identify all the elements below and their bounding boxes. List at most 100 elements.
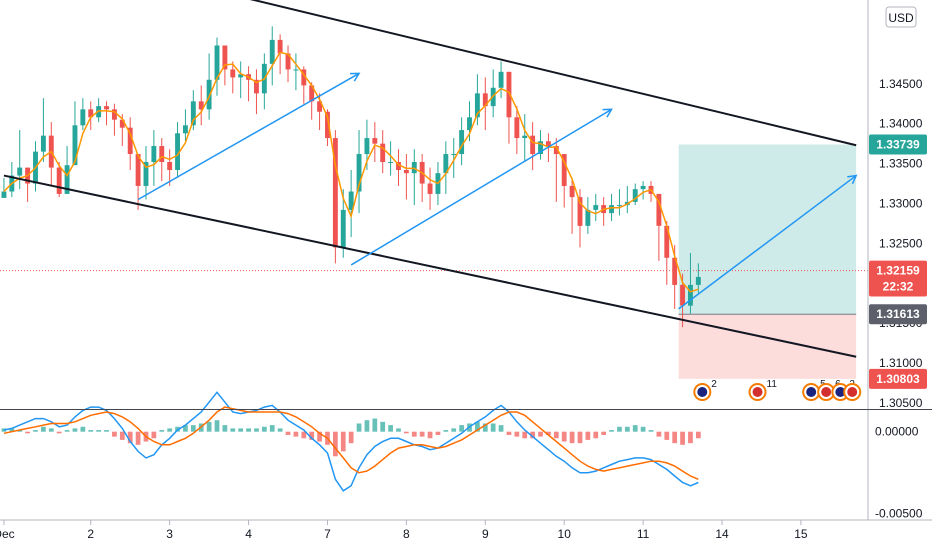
candle xyxy=(688,252,693,314)
candle-body xyxy=(372,138,378,144)
candle-body xyxy=(88,109,94,118)
candle xyxy=(261,53,267,110)
candle xyxy=(514,106,520,155)
us-flag-icon xyxy=(847,387,858,397)
candle xyxy=(388,141,394,176)
candle-body xyxy=(325,111,330,139)
candle-body xyxy=(80,109,86,126)
candle-body xyxy=(664,225,670,258)
macd-histogram-bar xyxy=(72,428,78,432)
candle-body xyxy=(198,101,204,110)
candle xyxy=(238,61,244,99)
channel-lower-line[interactable] xyxy=(3,174,857,358)
candle-body xyxy=(17,167,23,176)
macd-histogram-bar xyxy=(380,421,386,432)
trend-arrow[interactable] xyxy=(137,72,361,201)
macd-histogram-bar xyxy=(656,431,662,437)
macd-histogram-bar xyxy=(104,430,109,432)
candle-body xyxy=(214,45,220,80)
trend-arrow[interactable] xyxy=(350,108,613,266)
candle-body xyxy=(356,154,362,192)
macd-histogram-bar xyxy=(419,431,425,437)
macd-histogram-bar xyxy=(167,428,173,432)
candle xyxy=(135,154,141,210)
candle-body xyxy=(411,162,417,174)
price-badge: 1.30803 xyxy=(869,368,927,389)
currency-button[interactable]: USD xyxy=(885,6,917,28)
candle-body xyxy=(632,189,638,202)
macd-histogram-bar xyxy=(9,428,15,432)
macd-histogram-bar xyxy=(127,431,133,444)
price-badge-box xyxy=(869,276,927,297)
candle xyxy=(640,181,646,200)
economic-event-flag[interactable]: 2 xyxy=(693,379,717,401)
candle xyxy=(498,61,504,99)
candle-body xyxy=(135,154,141,186)
price-axis-tick: 1.32500 xyxy=(879,236,923,250)
candle-body xyxy=(56,167,62,194)
candle xyxy=(530,122,536,170)
macd-histogram-bar xyxy=(190,425,196,432)
macd-histogram-bar xyxy=(546,431,551,435)
candle xyxy=(80,98,86,131)
candle xyxy=(506,71,512,144)
macd-histogram-bar xyxy=(475,421,480,432)
economic-event-flag[interactable] xyxy=(843,383,862,401)
candle-body xyxy=(569,185,575,198)
macd-pane xyxy=(1,391,701,492)
macd-histogram-bar xyxy=(230,428,236,432)
price-badge-box xyxy=(869,304,927,325)
us-flag-icon xyxy=(752,387,763,397)
candle xyxy=(332,130,338,264)
candle-body xyxy=(111,109,117,120)
candle-body xyxy=(396,162,401,170)
candle xyxy=(277,34,283,75)
uk-flag-icon xyxy=(835,387,846,397)
trend-arrow[interactable] xyxy=(678,174,858,310)
macd-histogram-bar xyxy=(411,431,417,437)
trend-arrow-head xyxy=(350,72,361,82)
candle xyxy=(601,197,607,226)
trend-arrow-head xyxy=(847,174,858,185)
time-axis-tick: 3 xyxy=(166,527,173,541)
candle-body xyxy=(332,138,338,248)
candle-body xyxy=(317,101,323,112)
channel-upper-line[interactable] xyxy=(221,0,857,147)
economic-event-flag[interactable]: 11 xyxy=(748,379,778,401)
macd-histogram-bar xyxy=(372,418,378,432)
time-axis-tick: 15 xyxy=(794,527,808,541)
candle xyxy=(356,130,362,214)
macd-line xyxy=(3,391,699,492)
macd-histogram-bar xyxy=(404,431,409,434)
candle-body xyxy=(482,93,488,107)
macd-histogram-bar xyxy=(356,423,362,432)
price-badge: 22:32 xyxy=(869,276,927,297)
macd-histogram-bar xyxy=(482,423,488,432)
candle xyxy=(380,130,386,174)
macd-histogram-bar xyxy=(277,428,283,432)
candle-body xyxy=(64,165,70,194)
price-badge-label: 1.33739 xyxy=(876,138,920,152)
candle-body xyxy=(538,141,543,155)
macd-histogram-bar xyxy=(348,431,354,444)
macd-histogram-bar xyxy=(183,425,188,432)
macd-axis-tick: -0.00500 xyxy=(875,507,923,521)
macd-histogram-bar xyxy=(88,430,94,432)
macd-histogram-bar xyxy=(222,425,228,432)
macd-histogram-bar xyxy=(96,430,102,432)
macd-histogram-bar xyxy=(451,428,457,432)
time-axis-tick: 10 xyxy=(558,527,572,541)
macd-histogram-bar xyxy=(577,431,583,444)
macd-histogram-bar xyxy=(332,431,338,457)
macd-histogram-bar xyxy=(443,430,449,432)
candle-body xyxy=(151,146,157,163)
event-count: 11 xyxy=(767,379,778,390)
candle-body xyxy=(364,138,370,155)
macd-histogram-bar xyxy=(317,431,322,442)
time-axis-tick: 7 xyxy=(324,527,331,541)
candle xyxy=(25,167,31,202)
candle-body xyxy=(506,71,512,118)
macd-histogram-bar xyxy=(530,431,536,439)
candle xyxy=(482,77,488,131)
